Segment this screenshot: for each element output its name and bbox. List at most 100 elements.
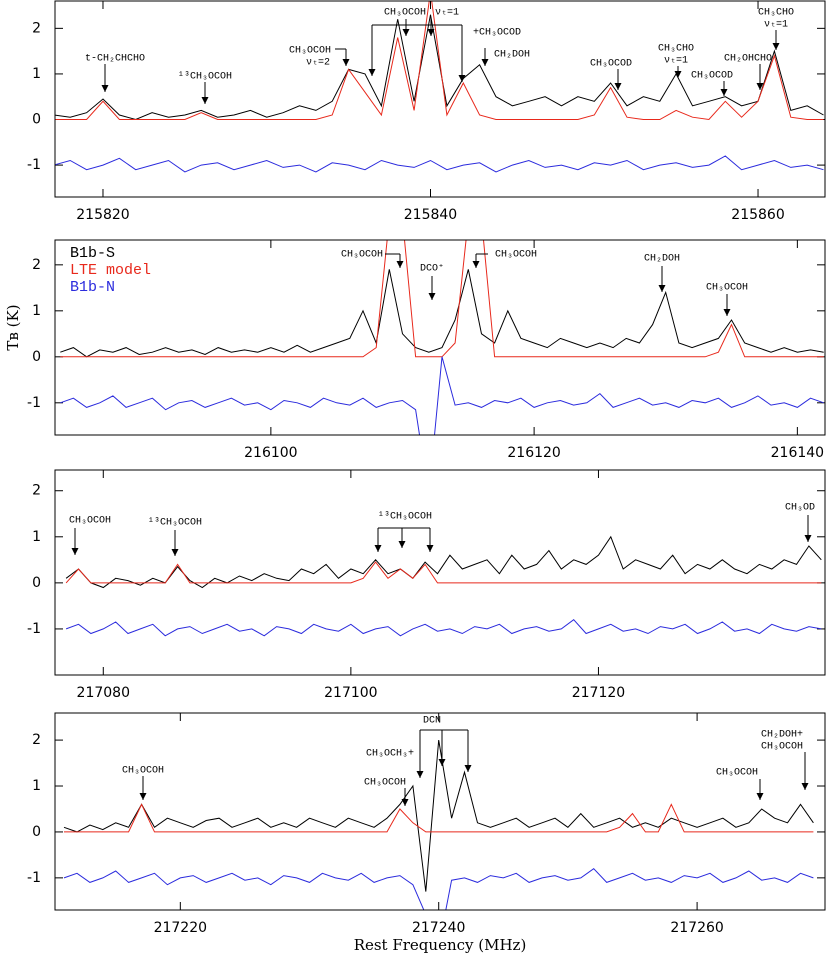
x-tick-label: 216120 [507,445,560,461]
y-tick-label: -1 [27,395,41,411]
arrow-head [464,765,472,772]
spectrum [63,740,814,892]
x-tick-label: 217240 [412,920,465,936]
y-tick-label: 1 [32,529,41,545]
annotation: CH₃OCOH [289,46,331,57]
y-tick-label: 0 [32,112,41,128]
arrow-head [201,97,209,104]
annotation: CH₂DOH [494,50,530,61]
annotation: ¹³CH₃OCOH [148,518,202,529]
y-tick-label: -1 [27,870,41,886]
y-tick-label: 0 [32,824,41,840]
y-tick-label: 2 [32,20,41,36]
annotation: CH₃OCOH [716,768,758,779]
arrow-head [342,59,350,66]
arrow-head [402,29,410,36]
legend-entry: B1b-N [70,279,115,296]
x-tick-label: 217080 [77,685,130,701]
arrow-head [438,759,446,766]
annotation: CH₃OCOH [122,766,164,777]
arrow-head [368,69,376,76]
annotation: CH₂DOH [644,254,680,265]
x-axis-label: Rest Frequency (MHz) [354,936,527,954]
annotation: νₜ=2 [306,58,330,69]
x-tick-label: 216140 [771,445,824,461]
annotation: CH₃CHO [658,44,694,55]
spectrum [55,14,824,121]
x-tick-label: 216100 [244,445,297,461]
y-tick-label: 0 [32,575,41,591]
x-tick-label: 217260 [670,920,723,936]
annotation: CH₃OCOH [706,283,748,294]
y-tick-label: 2 [32,732,41,748]
annotation: CH₃OCOH [761,742,803,753]
arrow-head [801,783,809,790]
y-tick-label: 0 [32,349,41,365]
annotation: CH₃OCOH [495,250,537,261]
arrow-head [720,89,728,96]
x-tick-label: 215840 [404,207,457,223]
annotation: νₜ=1 [664,56,688,67]
annotation: CH₃OCOH [364,778,406,789]
annotation: ¹³CH₃OCOH [378,512,432,523]
annotation: DCN [423,716,441,727]
annotation: CH₃OCOD [691,71,733,82]
legend-entry: LTE model [70,262,151,279]
y-axis-label: Tʙ (K) [4,304,22,350]
x-tick-label: 217220 [154,920,207,936]
arrow-head [426,545,434,552]
annotation: νₜ=1 [764,20,788,31]
annotation: +CH₃OCOD [473,28,521,39]
x-tick-label: 217120 [572,685,625,701]
y-tick-label: 1 [32,66,41,82]
annotation: CH₃OCH₃+ [366,749,414,760]
panel: 215820 215840 215860 -1 0 1 2 t-CH₂CHCHO ¹³CH₃OC… [27,0,826,223]
frame [54,712,826,911]
spectrum [55,1,824,121]
y-tick-label: -1 [27,157,41,173]
annotation: DCO⁺ [420,264,444,275]
arrow-head [416,771,424,778]
arrow-head [804,535,812,542]
frame [54,469,826,676]
annotation: CH₂OHCHO [724,54,772,65]
arrow-head [139,793,147,800]
arrow-head [171,549,179,556]
x-tick-label: 215820 [76,207,129,223]
arrow-head [756,83,764,90]
annotation: CH₃OCOH [341,250,383,261]
annotation: CH₃CHO [758,8,794,19]
annotation: CH₂DOH+ [761,730,803,741]
spectrum [65,561,822,584]
arrow-head [71,548,79,555]
arrow-head [374,545,382,552]
arrow-head [428,293,436,300]
spectrum [60,356,824,435]
spectrum [55,155,824,173]
y-tick-label: 1 [32,303,41,319]
spectrum [60,269,824,358]
arrow-head [723,309,731,316]
arrow-head [614,83,622,90]
annotation: CH₃OCOD [590,59,632,70]
arrow-head [481,59,489,66]
arrow-head [756,793,764,800]
x-tick-label: 217100 [324,685,377,701]
arrow-head [101,85,109,92]
annotation: CH₃OCOH [69,516,111,527]
arrow-head [401,799,409,806]
panel: 217220 217240 217260 -1 0 1 2 CH₃OCOH CH₃OCH₃+ CH… [27,712,826,954]
arrow-head [472,261,480,268]
arrow-head [427,29,435,36]
spectrum [63,868,814,910]
y-tick-label: 2 [32,257,41,273]
annotation: CH₃OCOH [384,8,426,19]
spectrum [65,619,822,637]
panel: 217080 217100 217120 -1 0 1 2 CH₃OCOH ¹³CH₃OCOH ¹… [27,469,826,701]
arrow-head [458,75,466,82]
legend-entry: B1b-S [70,245,115,262]
frame [54,239,826,436]
x-tick-label: 215860 [731,207,784,223]
frame [54,0,826,198]
